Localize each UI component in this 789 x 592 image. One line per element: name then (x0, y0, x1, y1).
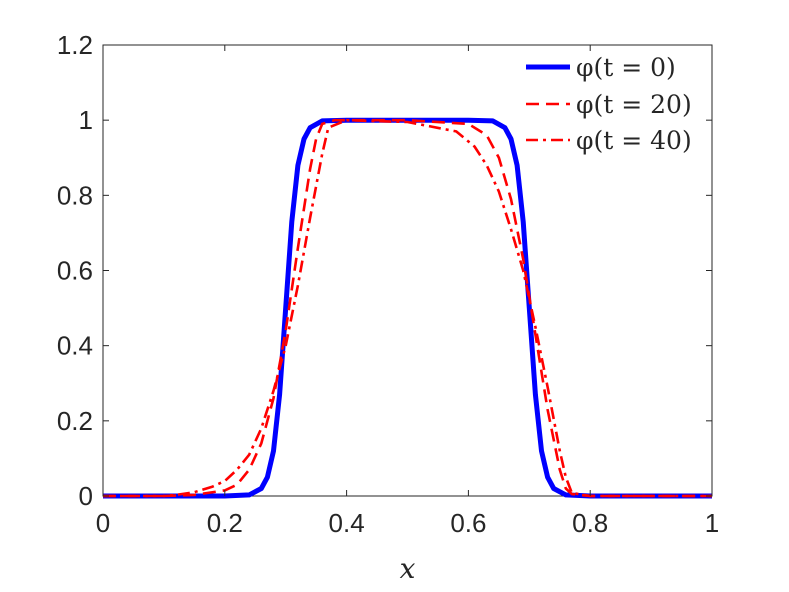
legend-label-2: φ(t = 20) (576, 90, 692, 119)
legend: φ(t = 0) φ(t = 20) φ(t = 40) (526, 53, 692, 155)
series-line-1 (103, 117, 712, 499)
y-tick-label: 1.2 (57, 30, 93, 60)
ticks-layer: 0 0.2 0.4 0.6 0.8 1 0 0.2 0.4 0.6 0.8 1 1.2 (57, 30, 719, 538)
x-tick-label: 0.8 (572, 508, 608, 538)
y-tick-label: 0 (79, 481, 93, 511)
x-tick-label: 0.6 (450, 508, 486, 538)
y-tick-label: 0.2 (57, 406, 93, 436)
y-tick-label: 0.4 (57, 331, 93, 361)
x-tick-label: 0.2 (207, 508, 243, 538)
series-line-3 (103, 118, 712, 498)
x-axis-label: x (400, 552, 416, 585)
series-layer (103, 117, 712, 499)
x-tick-label: 1 (705, 508, 719, 538)
series-line-2 (103, 118, 712, 498)
x-tick-label: 0 (96, 508, 110, 538)
legend-label-3: φ(t = 40) (576, 126, 692, 155)
plot-area: 0 0.2 0.4 0.6 0.8 1 0 0.2 0.4 0.6 0.8 1 1.2 (57, 30, 719, 538)
y-tick-label: 0.6 (57, 256, 93, 286)
legend-label-1: φ(t = 0) (576, 53, 676, 82)
y-tick-label: 0.8 (57, 180, 93, 210)
y-tick-label: 1 (79, 105, 93, 135)
x-tick-label: 0.4 (329, 508, 365, 538)
